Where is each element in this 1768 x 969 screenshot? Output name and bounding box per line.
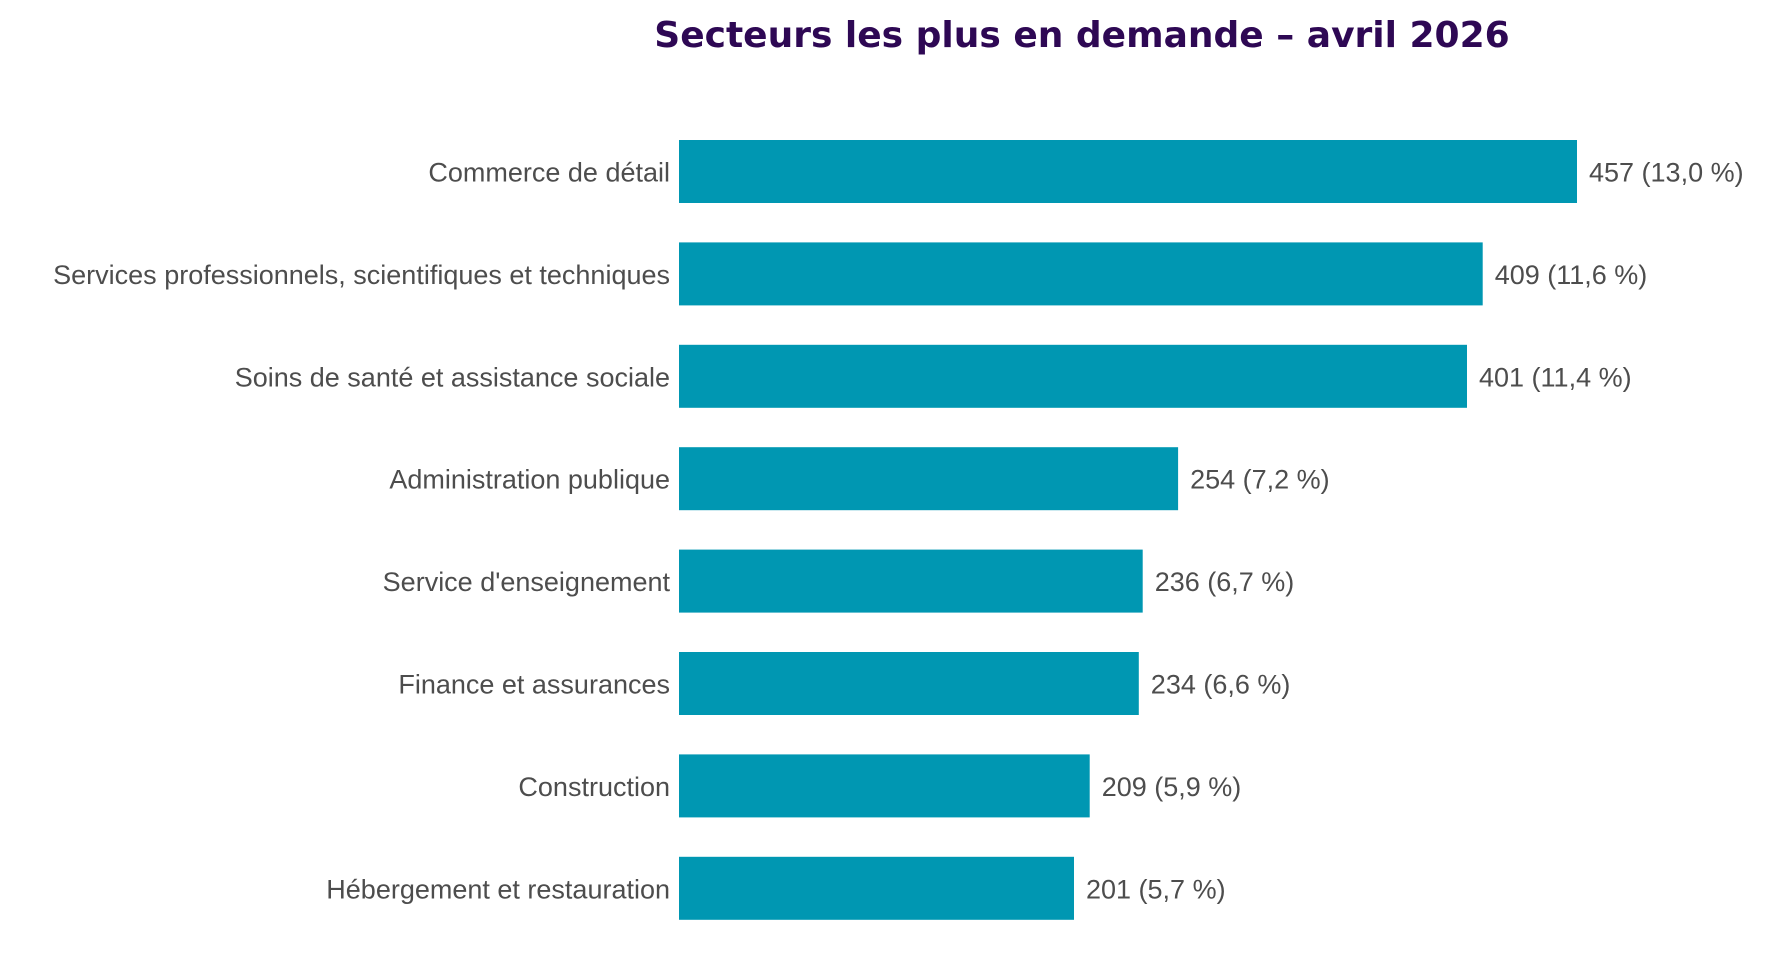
category-label-8: Hébergement et restauration (326, 874, 670, 904)
data-label-1: 457 (13,0 %) (1589, 158, 1744, 188)
category-label-5: Service d'enseignement (383, 567, 671, 597)
category-label-7: Construction (518, 772, 670, 802)
data-label-8: 201 (5,7 %) (1086, 874, 1226, 904)
category-label-3: Soins de santé et assistance sociale (235, 362, 670, 392)
bar-4 (679, 447, 1179, 511)
data-label-3: 401 (11,4 %) (1479, 362, 1632, 392)
category-label-2: Services professionnels, scientifiques e… (53, 260, 670, 290)
category-label-4: Administration publique (389, 465, 670, 495)
bar-1 (679, 140, 1577, 203)
data-label-2: 409 (11,6 %) (1495, 260, 1648, 290)
category-label-6: Finance et assurances (398, 670, 670, 700)
bar-5 (679, 549, 1143, 613)
bar-3 (679, 344, 1467, 408)
chart-title: Secteurs les plus en demande – avril 202… (654, 15, 1509, 56)
data-label-5: 236 (6,7 %) (1155, 567, 1295, 597)
bars-layer: Commerce de détail 457 (13,0 %) Services p… (53, 140, 1744, 920)
bar-8 (679, 856, 1074, 920)
bar-6 (679, 652, 1139, 715)
category-label-1: Commerce de détail (428, 158, 670, 188)
data-label-7: 209 (5,9 %) (1102, 772, 1242, 802)
data-label-4: 254 (7,2 %) (1190, 465, 1330, 495)
data-label-6: 234 (6,6 %) (1151, 670, 1291, 700)
bar-2 (679, 242, 1483, 306)
bar-7 (679, 754, 1090, 818)
